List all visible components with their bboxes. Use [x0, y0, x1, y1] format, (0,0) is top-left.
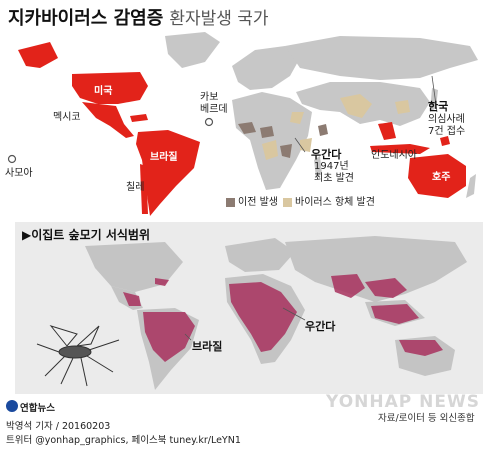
label-australia: 호주	[432, 172, 451, 183]
title-sub: 환자발생 국가	[169, 9, 269, 29]
label-caboverde: 카보 베르데	[200, 92, 228, 115]
legend-previous: 이전 발생	[226, 197, 278, 209]
legend-antibody: 바이러스 항체 발견	[283, 197, 375, 209]
current-outbreak-regions	[18, 42, 466, 216]
aedes-habitat-map	[36, 236, 467, 390]
aedes-panel-title: ▶이집트 숲모기 서식범위	[22, 228, 150, 242]
label-indonesia: 인도네시아	[371, 150, 417, 161]
world-outbreak-map	[7, 32, 478, 216]
map2-label-brazil: 브라질	[192, 340, 223, 353]
uganda-leader	[294, 137, 306, 153]
legend-swatch-antibody	[283, 197, 292, 207]
map2-label-uganda: 우간다	[305, 320, 336, 333]
label-uganda: 우간다	[311, 148, 342, 161]
credit: 박영석 기자 / 20160203	[6, 421, 111, 432]
label-usa: 미국	[94, 86, 113, 97]
samoa-marker	[7, 154, 17, 164]
label-brazil: 브라질	[150, 152, 178, 163]
label-samoa: 사모아	[5, 168, 33, 179]
mosquito-illustration	[36, 325, 120, 387]
logo-text: 연합뉴스	[20, 403, 55, 414]
label-korea: 한국	[428, 100, 449, 113]
antibody-regions	[262, 94, 410, 160]
watermark: YONHAP NEWS	[326, 392, 480, 412]
yonhap-logo-icon	[6, 400, 18, 412]
title-main: 지카바이러스 감염증	[8, 8, 164, 29]
label-mexico: 멕시코	[53, 112, 81, 123]
legend-swatch-previous	[226, 197, 235, 207]
label-uganda-note: 1947년 최초 발견	[314, 161, 354, 184]
label-chile: 칠레	[126, 182, 145, 193]
korea-leader	[431, 75, 438, 113]
previous-outbreak-regions	[238, 122, 328, 158]
sns: 트위터 @yonhap_graphics, 페이스북 tuney.kr/LeYN…	[6, 435, 241, 446]
label-korea-note: 의심사례 7건 접수	[428, 114, 466, 137]
title: 지카바이러스 감염증 환자발생 국가	[8, 4, 269, 30]
source: 자료/로이터 등 외신종합	[378, 413, 475, 424]
caboverde-marker	[204, 117, 214, 127]
